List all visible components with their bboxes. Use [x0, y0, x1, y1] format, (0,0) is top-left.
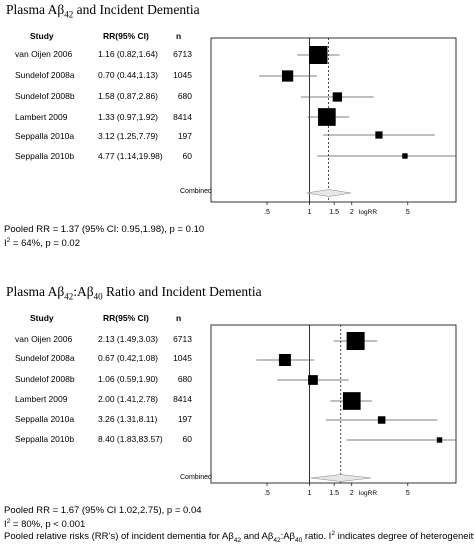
study-row: Seppalla 2010a 3.26 (1.31,8.11) 197 [15, 414, 192, 424]
x-axis-label: logRR [359, 209, 377, 216]
combined-label: Combined [180, 474, 212, 481]
panel-title: Plasma Aβ42:Aβ40 Ratio and Incident Deme… [6, 284, 262, 302]
effect-square [281, 70, 294, 82]
effect-square [342, 392, 361, 410]
study-row: Sundelof 2008b 1.06 (0.59,1.90) 680 [15, 374, 192, 384]
study-row: van Oijen 2006 1.16 (0.82,1.64) 6713 [15, 49, 192, 59]
column-header-rr: RR(95% CI) [103, 313, 149, 323]
column-header-rr: RR(95% CI) [103, 31, 149, 41]
effect-square [278, 354, 291, 366]
study-row: Sundelof 2008a 0.70 (0.44,1.13) 1045 [15, 70, 192, 80]
effect-square [317, 108, 336, 126]
x-tick-label: 2 [350, 209, 354, 216]
column-header-study: Study [30, 313, 54, 323]
x-tick-label: 1.5 [329, 209, 339, 216]
x-tick-label: 5 [406, 209, 410, 216]
combined-label: Combined [180, 188, 212, 195]
study-row: van Oijen 2006 2.13 (1.49,3.03) 6713 [15, 334, 192, 344]
study-row: Seppalla 2010b 8.40 (1.83,83.57) 60 [15, 434, 192, 444]
effect-square [402, 153, 408, 159]
effect-square [436, 437, 443, 443]
plot-frame [210, 37, 457, 203]
x-axis-label: logRR [359, 490, 377, 497]
forest-plot-1: .5 1 1.5 2 5 logRR [210, 37, 457, 216]
effect-square [309, 46, 328, 64]
x-tick-label: 5 [406, 490, 410, 497]
effect-square [346, 332, 365, 350]
pooled-diamond [310, 474, 372, 482]
x-tick-label: 2 [350, 490, 354, 497]
panel-title: Plasma Aβ42 and Incident Dementia [6, 2, 200, 20]
x-tick-label: 1 [307, 490, 311, 497]
study-row: Sundelof 2008b 1.58 (0.87,2.86) 680 [15, 91, 192, 101]
column-header-n: n [176, 31, 182, 41]
study-row: Seppalla 2010a 3.12 (1.25,7.79) 197 [15, 131, 192, 141]
column-header-n: n [176, 313, 182, 323]
x-tick-label: 1.5 [329, 490, 339, 497]
study-row: Sundelof 2008a 0.67 (0.42,1.08) 1045 [15, 353, 192, 363]
effect-square [332, 92, 343, 102]
study-row: Lambert 2009 1.33 (0.97,1.92) 8414 [15, 112, 192, 122]
x-tick-label: .5 [264, 209, 270, 216]
x-tick-label: 1 [307, 209, 311, 216]
plot-frame [210, 324, 457, 484]
figure-caption: Pooled relative risks (RR’s) of incident… [4, 530, 474, 545]
column-header-study: Study [30, 31, 54, 41]
pooled-summary: Pooled RR = 1.67 (95% CI 1.02,2.75), p =… [4, 505, 202, 531]
effect-square [308, 375, 318, 385]
study-row: Lambert 2009 2.00 (1.41,2.78) 8414 [15, 394, 192, 404]
pooled-summary: Pooled RR = 1.37 (95% CI: 0.95,1.98), p … [4, 224, 205, 250]
pooled-diamond [306, 189, 352, 197]
effect-square [375, 131, 383, 139]
x-tick-label: .5 [264, 490, 270, 497]
effect-square [377, 416, 386, 424]
study-row: Seppalla 2010b 4.77 (1.14,19.98) 60 [15, 151, 192, 161]
forest-panel-1: Plasma Aβ42 and Incident Dementia Study … [0, 0, 474, 260]
